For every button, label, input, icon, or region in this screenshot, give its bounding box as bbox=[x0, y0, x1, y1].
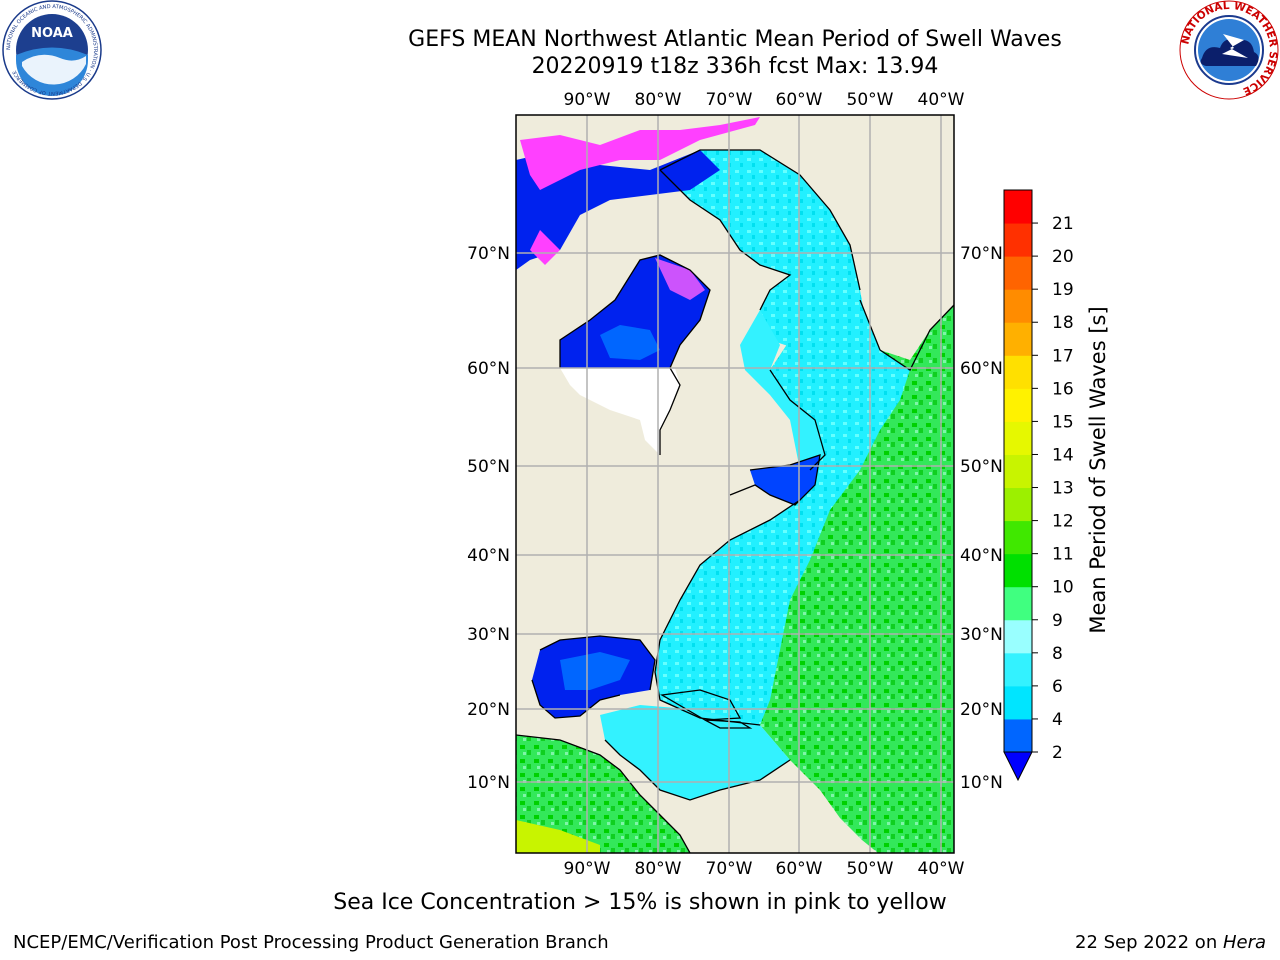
sea-ice-note: Sea Ice Concentration > 15% is shown in … bbox=[333, 890, 947, 915]
davis-strait bbox=[740, 310, 825, 470]
colorbar-tick-label: 4 bbox=[1052, 710, 1063, 730]
lat-label: 60°N bbox=[467, 359, 510, 379]
colorbar-segment bbox=[1004, 190, 1032, 224]
lat-labels-right: 70°N 60°N 50°N 40°N 30°N 20°N 10°N bbox=[960, 244, 1003, 793]
lon-labels-top: 90°W 80°W 70°W 60°W 50°W 40°W bbox=[564, 90, 965, 110]
colorbar-tick-label: 11 bbox=[1052, 545, 1074, 565]
map-subtitle: 20220919 t18z 336h fcst Max: 13.94 bbox=[531, 54, 939, 79]
colorbar-tick-label: 21 bbox=[1052, 214, 1074, 234]
colorbar: 2 4 6 8 9 10 11 12 13 14 15 16 17 18 19 20 21 bbox=[1003, 189, 1074, 782]
colorbar-title: Mean Period of Swell Waves [s] bbox=[1086, 306, 1110, 633]
lon-label: 70°W bbox=[706, 859, 753, 879]
lat-label: 50°N bbox=[467, 457, 510, 477]
colorbar-tick-label: 17 bbox=[1052, 346, 1074, 366]
colorbar-segment bbox=[1004, 487, 1032, 522]
lat-label: 10°N bbox=[467, 773, 510, 793]
colorbar-tick-label: 13 bbox=[1052, 479, 1074, 499]
lat-label: 40°N bbox=[960, 546, 1003, 566]
map-area bbox=[516, 115, 954, 853]
colorbar-tick-label: 2 bbox=[1052, 743, 1063, 763]
lon-label: 50°W bbox=[847, 859, 894, 879]
map-frame bbox=[515, 114, 955, 854]
nws-logo: NATIONAL WEATHER SERVICE bbox=[1179, 0, 1279, 100]
sea-ice-pink bbox=[520, 117, 760, 190]
colorbar-segment bbox=[1004, 586, 1032, 621]
lat-label: 50°N bbox=[960, 457, 1003, 477]
noaa-logo: NOAA NATIONAL OCEANIC AND ATMOSPHERIC AD… bbox=[2, 0, 102, 100]
atlantic-cyan-band bbox=[655, 300, 910, 725]
lat-label: 70°N bbox=[960, 244, 1003, 264]
lon-label: 70°W bbox=[706, 90, 753, 110]
colorbar-segment bbox=[1004, 421, 1032, 455]
lat-label: 60°N bbox=[960, 359, 1003, 379]
lat-label: 10°N bbox=[960, 773, 1003, 793]
colorbar-segment bbox=[1004, 685, 1032, 720]
lon-label: 80°W bbox=[635, 90, 682, 110]
lat-label: 30°N bbox=[960, 625, 1003, 645]
colorbar-extend-arrow bbox=[1003, 751, 1033, 782]
graticule bbox=[516, 115, 954, 853]
lon-label: 90°W bbox=[564, 90, 611, 110]
lat-label: 20°N bbox=[467, 700, 510, 720]
colorbar-segment bbox=[1004, 553, 1032, 588]
footer-date-text: 22 Sep 2022 on bbox=[1075, 932, 1223, 953]
colorbar-tick-label: 9 bbox=[1052, 611, 1063, 631]
colorbar-segment bbox=[1004, 355, 1032, 389]
colorbar-segment bbox=[1004, 388, 1032, 422]
colorbar-tick-label: 8 bbox=[1052, 644, 1063, 664]
lon-label: 40°W bbox=[918, 90, 965, 110]
colorbar-segment bbox=[1004, 652, 1032, 687]
footer-date: 22 Sep 2022 on Hera bbox=[1075, 932, 1266, 953]
pacific-ocean bbox=[516, 735, 690, 853]
colorbar-tick-label: 12 bbox=[1052, 512, 1074, 532]
lon-label: 80°W bbox=[635, 859, 682, 879]
lon-label: 50°W bbox=[847, 90, 894, 110]
lon-label: 90°W bbox=[564, 859, 611, 879]
colorbar-segment bbox=[1004, 718, 1032, 753]
footer-credit: NCEP/EMC/Verification Post Processing Pr… bbox=[13, 932, 609, 953]
sea-ice-pink-3 bbox=[655, 258, 705, 300]
lat-labels-left: 70°N 60°N 50°N 40°N 30°N 20°N 10°N bbox=[467, 244, 510, 793]
lon-label: 60°W bbox=[776, 90, 823, 110]
colorbar-segment bbox=[1004, 454, 1032, 489]
colorbar-segment bbox=[1004, 223, 1032, 257]
colorbar-tick-label: 10 bbox=[1052, 578, 1074, 598]
colorbar-segment bbox=[1004, 520, 1032, 555]
colorbar-tick-label: 19 bbox=[1052, 280, 1074, 300]
caribbean-sea bbox=[600, 705, 790, 800]
no-data-area bbox=[560, 368, 680, 455]
colorbar-tick-label: 16 bbox=[1052, 379, 1074, 399]
colorbar-tick-label: 20 bbox=[1052, 247, 1074, 267]
sea-ice-pink-2 bbox=[530, 230, 560, 265]
colorbar-segment bbox=[1004, 256, 1032, 290]
gulf-of-mexico-speckle bbox=[560, 652, 630, 690]
pacific-yellow bbox=[516, 820, 600, 853]
lon-label: 40°W bbox=[918, 859, 965, 879]
colorbar-tick-label: 6 bbox=[1052, 677, 1063, 697]
lon-label: 60°W bbox=[776, 859, 823, 879]
map-title: GEFS MEAN Northwest Atlantic Mean Period… bbox=[408, 27, 1062, 52]
svg-text:NOAA: NOAA bbox=[31, 26, 73, 41]
colorbar-outline bbox=[1003, 189, 1033, 753]
lat-label: 40°N bbox=[467, 546, 510, 566]
lat-label: 70°N bbox=[467, 244, 510, 264]
colorbar-tick-label: 14 bbox=[1052, 445, 1074, 465]
gulf-st-lawrence bbox=[750, 455, 820, 505]
labrador-sea bbox=[660, 150, 870, 360]
footer-host: Hera bbox=[1222, 932, 1266, 953]
colorbar-segment bbox=[1004, 289, 1032, 323]
lat-label: 30°N bbox=[467, 625, 510, 645]
coastlines bbox=[516, 149, 954, 853]
lon-labels-bottom: 90°W 80°W 70°W 60°W 50°W 40°W bbox=[564, 859, 965, 879]
colorbar-tick-label: 18 bbox=[1052, 313, 1074, 333]
colorbar-segment bbox=[1004, 322, 1032, 356]
arctic-channels bbox=[516, 150, 720, 270]
colorbar-segment bbox=[1004, 619, 1032, 654]
hudson-bay-speckle bbox=[600, 325, 660, 360]
lat-label: 20°N bbox=[960, 700, 1003, 720]
colorbar-tick-label: 15 bbox=[1052, 412, 1074, 432]
